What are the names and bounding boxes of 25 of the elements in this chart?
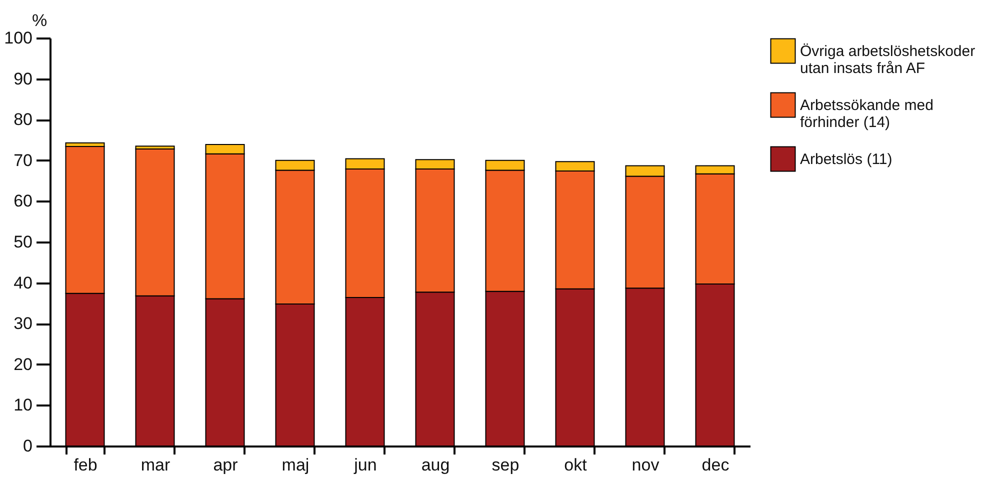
y-tick-label: 70 [14,150,32,170]
y-tick-label: 0 [23,436,32,456]
x-tick-label: sep [492,456,520,474]
y-tick-label: 60 [14,192,32,211]
y-tick-label: 100 [4,28,32,48]
y-tick-label: 50 [14,232,32,252]
x-tick-label: jun [353,456,377,474]
legend-label: Övriga arbetslöshetskoder utan insats från AF [800,43,976,77]
x-tick-label: nov [632,456,660,474]
x-tick-label: dec [702,456,730,474]
x-tick-label: aug [421,456,450,474]
y-tick-label: 90 [14,69,32,88]
x-tick-label: okt [564,456,588,474]
x-tick-label: feb [74,456,98,474]
x-tick-label: apr [213,456,238,474]
legend-label: Arbetslös (11) [800,151,892,168]
y-axis-title: % [32,11,48,30]
y-tick-label: 30 [14,314,32,334]
y-tick-label: 10 [14,396,32,415]
y-tick-label: 20 [14,354,32,374]
y-tick-label: 80 [14,110,32,130]
y-tick-label: 40 [14,273,32,292]
x-tick-label: maj [282,456,310,474]
legend-label: Arbetssökande med förhinder (14) [800,97,934,131]
x-tick-label: mar [140,456,170,474]
